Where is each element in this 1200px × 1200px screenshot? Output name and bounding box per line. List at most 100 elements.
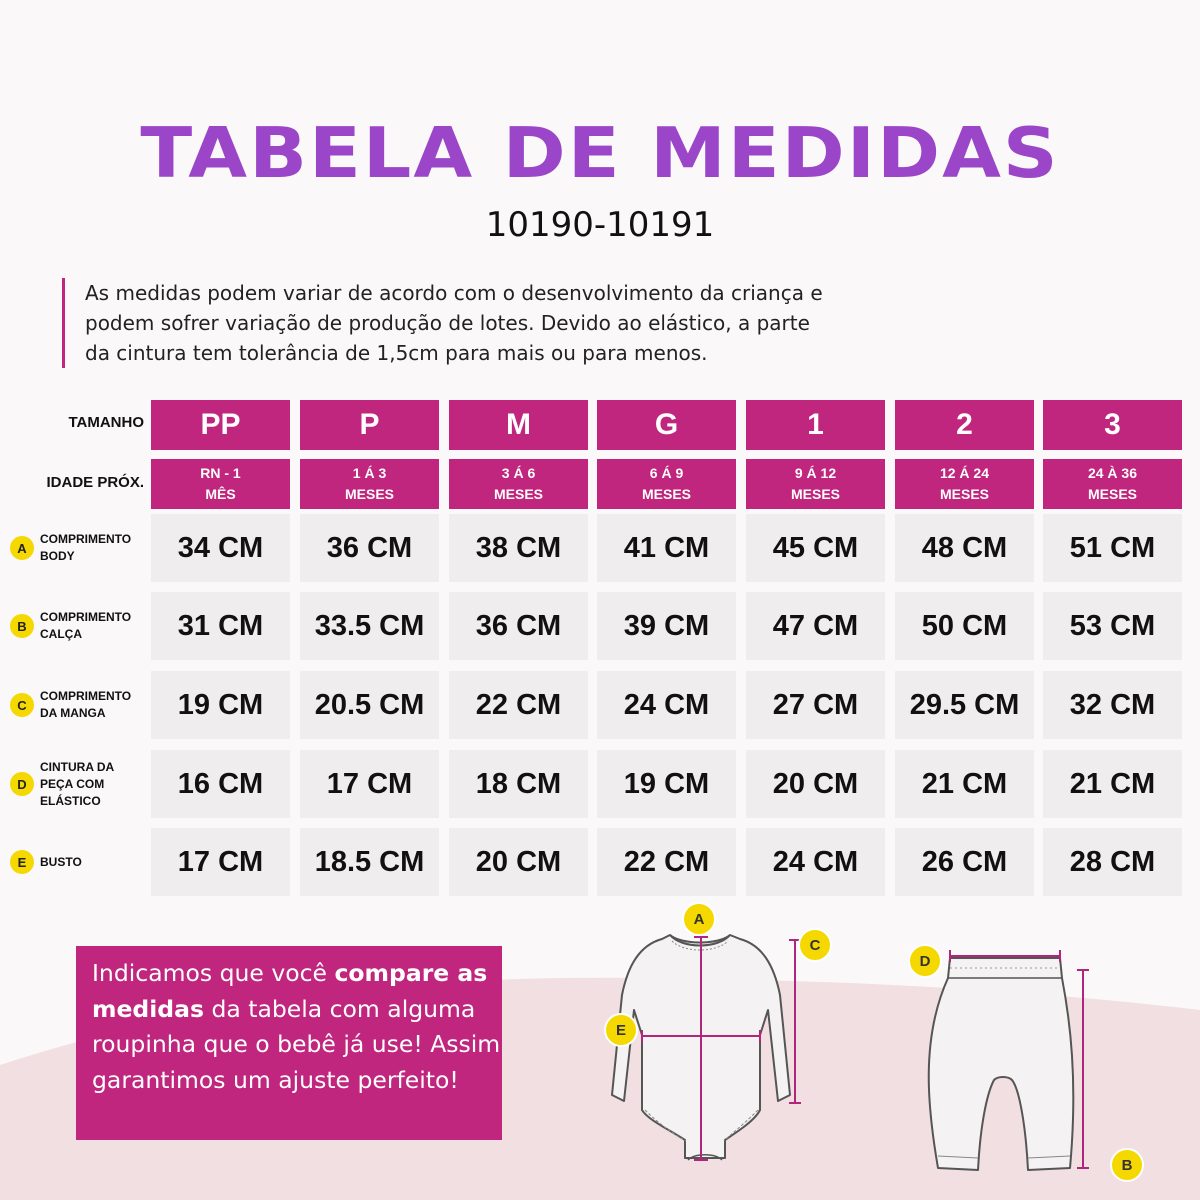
size-header-g: G: [597, 400, 736, 450]
age-row-label: IDADE PRÓX.: [46, 474, 144, 491]
measure-cell: 50 CM: [895, 592, 1034, 660]
age-header-line: MESES: [939, 486, 989, 502]
note-line: da cintura tem tolerância de 1,5cm para …: [85, 341, 708, 365]
age-header: 9 Á 12 MESES: [746, 459, 885, 509]
note-line: As medidas podem variar de acordo com o …: [85, 281, 823, 305]
measure-cell: 27 CM: [746, 671, 885, 739]
row-badge: A: [10, 536, 34, 560]
measure-cell: 29.5 CM: [895, 671, 1034, 739]
row-label: A COMPRIMENTO BODY: [10, 514, 131, 582]
row-badge: D: [10, 772, 34, 796]
page-title: TABELA DE MEDIDAS: [140, 111, 1060, 194]
size-header-3: 3: [1043, 400, 1182, 450]
measure-cell: 48 CM: [895, 514, 1034, 582]
pants-diagram: [927, 950, 1089, 1171]
measure-cell: 26 CM: [895, 828, 1034, 896]
row-label-text: COMPRIMENTO BODY: [40, 531, 131, 565]
measure-cell: 47 CM: [746, 592, 885, 660]
measure-cell: 36 CM: [449, 592, 588, 660]
size-header-2: 2: [895, 400, 1034, 450]
row-label-line: ELÁSTICO: [40, 793, 101, 808]
row-badge: E: [10, 850, 34, 874]
compare-callout: Indicamos que você compare as medidas da…: [76, 946, 502, 1140]
pants-outline: [927, 957, 1075, 1171]
age-header-line: MESES: [1087, 486, 1137, 502]
row-label: C COMPRIMENTO DA MANGA: [10, 671, 131, 739]
diagram-badge-a: A: [682, 902, 716, 936]
row-label-line: BODY: [40, 549, 75, 563]
row-label-line: COMPRIMENTO: [40, 610, 132, 624]
age-header-line: 9 Á 12: [794, 465, 837, 481]
measure-cell: 16 CM: [151, 750, 290, 818]
row-label-line: CALÇA: [40, 627, 82, 641]
size-header-p: P: [300, 400, 439, 450]
age-header-line: 12 Á 24: [939, 465, 990, 481]
measure-cell: 45 CM: [746, 514, 885, 582]
measure-cell: 28 CM: [1043, 828, 1182, 896]
measure-cell: 22 CM: [449, 671, 588, 739]
age-header-line: RN - 1: [200, 465, 241, 481]
row-label-text: COMPRIMENTO CALÇA: [40, 609, 131, 643]
measure-cell: 20.5 CM: [300, 671, 439, 739]
row-label-line: DA MANGA: [40, 706, 106, 720]
row-label: B COMPRIMENTO CALÇA: [10, 592, 131, 660]
measure-cell: 21 CM: [895, 750, 1034, 818]
age-header-line: MESES: [641, 486, 691, 502]
measure-cell: 32 CM: [1043, 671, 1182, 739]
callout-text: da tabela com alguma roupinha que o bebê…: [92, 994, 501, 1094]
row-label-text: BUSTO: [40, 854, 82, 871]
row-label-line: PEÇA COM: [40, 776, 105, 791]
row-badge: C: [10, 693, 34, 717]
measure-cell: 36 CM: [300, 514, 439, 582]
measure-cell: 18 CM: [449, 750, 588, 818]
measure-cell: 39 CM: [597, 592, 736, 660]
note-line: podem sofrer variação de produção de lot…: [85, 311, 810, 335]
diagram-badge-b: B: [1110, 1148, 1144, 1182]
measure-cell: 22 CM: [597, 828, 736, 896]
measure-cell: 33.5 CM: [300, 592, 439, 660]
age-header-line: 6 Á 9: [649, 465, 684, 481]
age-header-line: MESES: [493, 486, 543, 502]
measure-cell: 51 CM: [1043, 514, 1182, 582]
size-table: TAMANHO IDADE PRÓX. PP P M G 1 2 3 RN - 1 MÊS 1 Á…: [10, 400, 1182, 896]
callout-emphasis: compare as medidas: [92, 959, 488, 1023]
age-header: 3 Á 6 MESES: [449, 459, 588, 509]
product-codes: 10190-10191: [485, 205, 715, 245]
row-label-line: BUSTO: [40, 854, 82, 869]
age-header-line: MÊS: [205, 486, 236, 502]
age-header: 24 À 36 MESES: [1043, 459, 1182, 509]
disclaimer-note: As medidas podem variar de acordo com o …: [62, 278, 945, 368]
measure-cell: 24 CM: [746, 828, 885, 896]
measure-cell: 24 CM: [597, 671, 736, 739]
measure-cell: 31 CM: [151, 592, 290, 660]
measure-cell: 19 CM: [151, 671, 290, 739]
age-header-line: 1 Á 3: [352, 465, 387, 481]
age-header-line: 3 Á 6: [501, 465, 536, 481]
bodysuit-diagram: [611, 934, 801, 1161]
measure-cell: 38 CM: [449, 514, 588, 582]
measure-cell: 18.5 CM: [300, 828, 439, 896]
row-label: E BUSTO: [10, 828, 82, 896]
row-badge: B: [10, 614, 34, 638]
row-label-text: CINTURA DA PEÇA COM ELÁSTICO: [40, 759, 114, 810]
diagram-badge-c: C: [798, 928, 832, 962]
diagram-badge-d: D: [908, 944, 942, 978]
age-header-line: MESES: [344, 486, 394, 502]
age-header: 12 Á 24 MESES: [895, 459, 1034, 509]
measure-cell: 17 CM: [300, 750, 439, 818]
age-header: RN - 1 MÊS: [151, 459, 290, 509]
row-label: D CINTURA DA PEÇA COM ELÁSTICO: [10, 750, 114, 818]
measure-cell: 53 CM: [1043, 592, 1182, 660]
measure-cell: 20 CM: [746, 750, 885, 818]
row-label-line: CINTURA DA: [40, 759, 115, 774]
age-header: 6 Á 9 MESES: [597, 459, 736, 509]
row-label-line: COMPRIMENTO: [40, 689, 132, 703]
age-header-line: MESES: [790, 486, 840, 502]
measure-cell: 34 CM: [151, 514, 290, 582]
diagram-badge-e: E: [604, 1013, 638, 1047]
row-label-line: COMPRIMENTO: [40, 532, 132, 546]
measure-cell: 21 CM: [1043, 750, 1182, 818]
measure-cell: 19 CM: [597, 750, 736, 818]
size-header-1: 1: [746, 400, 885, 450]
size-row-label: TAMANHO: [68, 414, 144, 431]
